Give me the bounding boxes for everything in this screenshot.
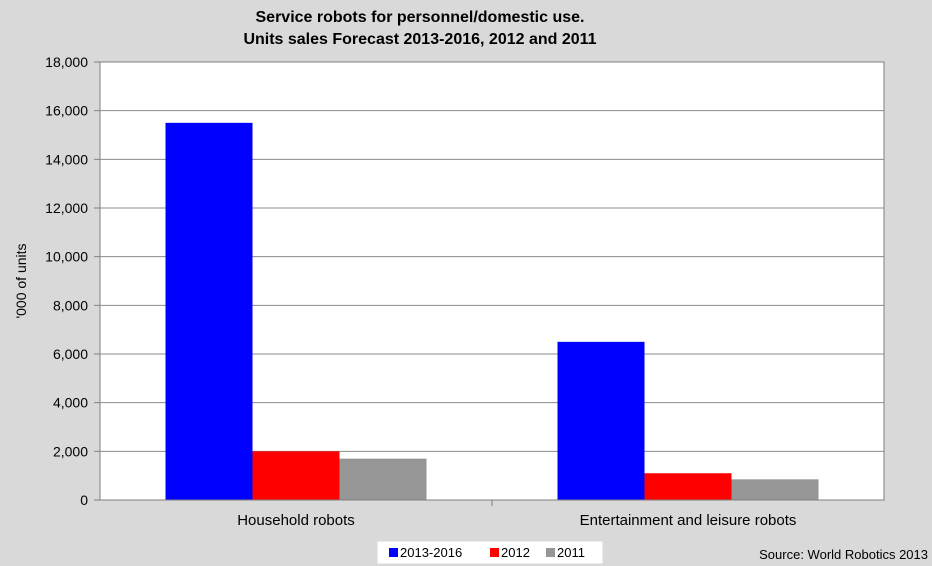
y-tick-labels: 0 2,000 4,000 6,000 8,000 10,000 12,000 14,000 1… — [45, 54, 88, 508]
legend-label: 2011 — [557, 545, 585, 560]
y-tick-label: 12,000 — [45, 200, 88, 216]
y-tick-label: 14,000 — [45, 151, 88, 167]
source-note: Source: World Robotics 2013 — [759, 547, 928, 562]
chart-title-line-1: Service robots for personnel/domestic us… — [256, 9, 585, 26]
chart-title-line-2: Units sales Forecast 2013-2016, 2012 and… — [243, 31, 596, 48]
legend-label: 2013-2016 — [400, 545, 462, 560]
y-tick-label: 0 — [80, 492, 88, 508]
bar-2011-0 — [339, 458, 427, 500]
bar-2012-1 — [644, 473, 732, 500]
y-tick-label: 16,000 — [45, 103, 88, 119]
bars — [165, 122, 819, 506]
legend-label: 2012 — [501, 545, 530, 560]
legend-swatch — [490, 548, 499, 557]
legend: 2013-2016 2012 2011 — [376, 540, 604, 565]
bar-2012-0 — [252, 451, 340, 500]
legend-swatch — [546, 548, 555, 557]
category-label: Household robots — [237, 512, 355, 529]
bar-2013-2016-0 — [165, 122, 253, 500]
y-tick-label: 2,000 — [53, 443, 88, 459]
y-tick-label: 10,000 — [45, 249, 88, 265]
y-tick-label: 4,000 — [53, 395, 88, 411]
y-tick-label: 18,000 — [45, 54, 88, 70]
y-tick-label: 8,000 — [53, 297, 88, 313]
y-axis-label: '000 of units — [13, 243, 29, 318]
legend-swatch — [389, 548, 398, 557]
y-tick-label: 6,000 — [53, 346, 88, 362]
bar-2013-2016-1 — [557, 341, 645, 500]
category-label: Entertainment and leisure robots — [580, 512, 797, 529]
bar-2011-1 — [731, 479, 819, 500]
category-labels: Household robots Entertainment and leisur… — [237, 512, 796, 529]
